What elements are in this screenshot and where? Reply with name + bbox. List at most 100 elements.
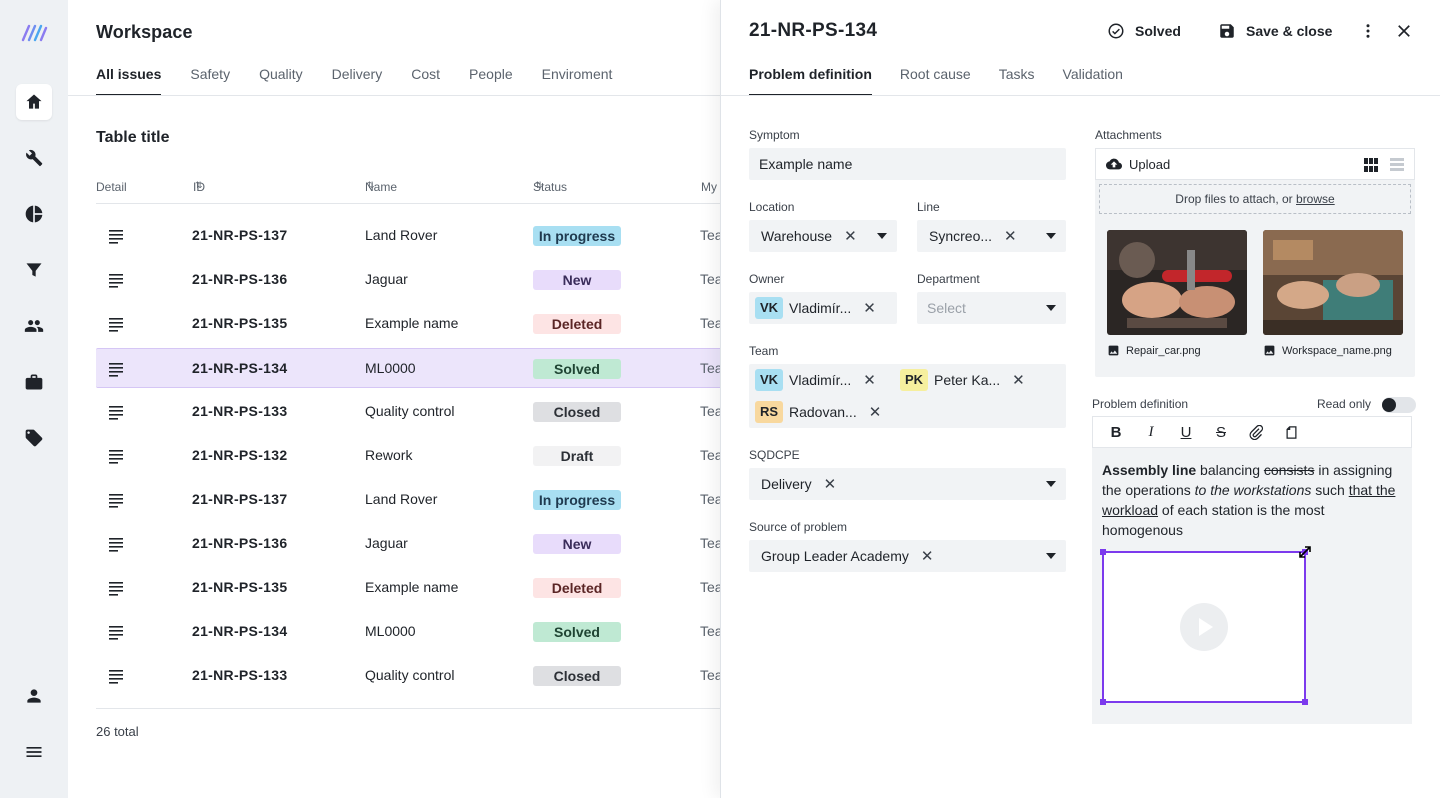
remove-icon[interactable]: ✕ <box>868 404 882 421</box>
team-member-chip: RS Radovan... ✕ <box>755 401 881 423</box>
attachment-filename[interactable]: Workspace_name.png <box>1263 344 1392 357</box>
underline-icon[interactable]: U <box>1180 423 1192 441</box>
list-view-icon[interactable] <box>1390 158 1404 172</box>
team-member-chip: VK Vladimír... ✕ <box>755 369 876 391</box>
detail-icon[interactable] <box>108 668 124 684</box>
editor-toolbar: B I U S <box>1092 416 1412 448</box>
read-only-label: Read only <box>1317 397 1372 411</box>
table-row[interactable]: 21-NR-PS-135 Example name Deleted Tea <box>96 304 720 344</box>
detail-icon[interactable] <box>108 272 124 288</box>
detail-icon[interactable] <box>108 536 124 552</box>
more-options-button[interactable] <box>1359 22 1377 40</box>
chevron-down-icon[interactable] <box>1046 553 1056 559</box>
table-row[interactable]: 21-NR-PS-133 Quality control Closed Tea <box>96 656 720 696</box>
resize-handle[interactable] <box>1302 699 1308 705</box>
nav-profile[interactable] <box>16 678 52 714</box>
detail-icon[interactable] <box>108 580 124 596</box>
tab-delivery[interactable]: Delivery <box>331 66 383 82</box>
nav-menu[interactable] <box>16 734 52 770</box>
table-row[interactable]: 21-NR-PS-136 Jaguar New Tea <box>96 260 720 300</box>
tab-quality[interactable]: Quality <box>259 66 303 82</box>
chevron-down-icon[interactable] <box>877 233 887 239</box>
table-row[interactable]: 21-NR-PS-134 ML0000 Solved Tea <box>96 348 720 388</box>
rich-text-editor: B I U S Assembly line balancing consists… <box>1092 416 1412 724</box>
chevron-down-icon[interactable] <box>1046 481 1056 487</box>
table-row[interactable]: 21-NR-PS-136 Jaguar New Tea <box>96 524 720 564</box>
tab-root-cause[interactable]: Root cause <box>899 66 971 82</box>
app-logo[interactable] <box>20 18 48 46</box>
remove-icon[interactable]: ✕ <box>1004 228 1017 245</box>
nav-people[interactable] <box>16 308 52 344</box>
tab-safety[interactable]: Safety <box>190 66 231 82</box>
nav-tags[interactable] <box>16 420 52 456</box>
column-header-my: My <box>701 180 717 194</box>
repair-car-image <box>1107 230 1247 335</box>
table-row[interactable]: 21-NR-PS-135 Example name Deleted Tea <box>96 568 720 608</box>
close-button[interactable] <box>1395 22 1413 40</box>
symptom-input[interactable]: Example name <box>749 148 1066 180</box>
remove-icon[interactable]: ✕ <box>920 548 934 565</box>
table-row[interactable]: 21-NR-PS-137 Land Rover In progress Tea <box>96 216 720 256</box>
drop-zone[interactable]: Drop files to attach, or browse <box>1099 184 1411 214</box>
sqdcpe-select[interactable]: Delivery ✕ <box>749 468 1066 500</box>
remove-icon[interactable]: ✕ <box>1012 372 1025 389</box>
read-only-toggle[interactable] <box>1382 397 1416 413</box>
detail-icon[interactable] <box>108 404 124 420</box>
table-row[interactable]: 21-NR-PS-133 Quality control Closed Tea <box>96 392 720 432</box>
detail-icon[interactable] <box>108 448 124 464</box>
resize-handle[interactable] <box>1100 549 1106 555</box>
detail-icon[interactable] <box>108 492 124 508</box>
table-row[interactable]: 21-NR-PS-132 Rework Draft Tea <box>96 436 720 476</box>
detail-icon[interactable] <box>108 228 124 244</box>
attachment-thumbnail[interactable] <box>1107 230 1247 335</box>
browse-link[interactable]: browse <box>1296 192 1335 206</box>
detail-icon[interactable] <box>108 316 124 332</box>
upload-button[interactable]: Upload <box>1106 156 1170 172</box>
bold-icon[interactable]: B <box>1110 423 1122 441</box>
insert-media-icon[interactable] <box>1280 421 1302 443</box>
solved-button[interactable]: Solved <box>1107 22 1181 40</box>
detail-icon[interactable] <box>108 624 124 640</box>
detail-icon[interactable] <box>108 361 124 377</box>
tab-environment[interactable]: Enviroment <box>541 66 613 82</box>
tab-cost[interactable]: Cost <box>411 66 441 82</box>
tab-validation[interactable]: Validation <box>1062 66 1123 82</box>
tab-problem-definition[interactable]: Problem definition <box>749 66 872 96</box>
nav-reports[interactable] <box>16 196 52 232</box>
embedded-video[interactable] <box>1100 546 1311 705</box>
attachment-thumbnail[interactable] <box>1263 230 1403 335</box>
remove-icon[interactable]: ✕ <box>863 300 876 317</box>
attach-icon[interactable] <box>1245 421 1267 443</box>
source-select[interactable]: Group Leader Academy ✕ <box>749 540 1066 572</box>
nav-filter[interactable] <box>16 252 52 288</box>
team-select[interactable]: VK Vladimír... ✕ PK Peter Ka... ✕ RS Radovan.… <box>749 364 1066 428</box>
play-icon[interactable] <box>1180 603 1228 651</box>
editor-content[interactable]: Assembly line balancing consists in assi… <box>1102 462 1396 538</box>
remove-icon[interactable]: ✕ <box>823 476 837 493</box>
italic-icon[interactable]: I <box>1148 423 1154 440</box>
location-select[interactable]: Warehouse ✕ <box>749 220 897 252</box>
table-row[interactable]: 21-NR-PS-137 Land Rover In progress Tea <box>96 480 720 520</box>
department-select[interactable]: Select <box>917 292 1066 324</box>
tab-tasks[interactable]: Tasks <box>998 66 1035 82</box>
resize-handle[interactable] <box>1100 699 1106 705</box>
remove-icon[interactable]: ✕ <box>863 372 876 389</box>
table-row[interactable]: 21-NR-PS-134 ML0000 Solved Tea <box>96 612 720 652</box>
tab-people[interactable]: People <box>469 66 513 82</box>
grid-view-icon[interactable] <box>1364 158 1378 172</box>
nav-tools[interactable] <box>16 140 52 176</box>
line-select[interactable]: Syncreo... ✕ <box>917 220 1066 252</box>
total-count: 26 total <box>96 724 139 739</box>
remove-icon[interactable]: ✕ <box>844 228 857 245</box>
strikethrough-icon[interactable]: S <box>1215 423 1226 441</box>
nav-work[interactable] <box>16 364 52 400</box>
cloud-upload-icon <box>1106 158 1122 170</box>
resize-cursor-icon <box>1299 546 1311 558</box>
chevron-down-icon[interactable] <box>1046 233 1056 239</box>
attachment-filename[interactable]: Repair_car.png <box>1107 344 1201 357</box>
tab-all-issues[interactable]: All issues <box>96 66 162 96</box>
save-close-button[interactable]: Save & close <box>1218 22 1332 40</box>
chevron-down-icon[interactable] <box>1046 305 1056 311</box>
nav-home[interactable] <box>16 84 52 120</box>
owner-select[interactable]: VK Vladimír... ✕ <box>749 292 897 324</box>
